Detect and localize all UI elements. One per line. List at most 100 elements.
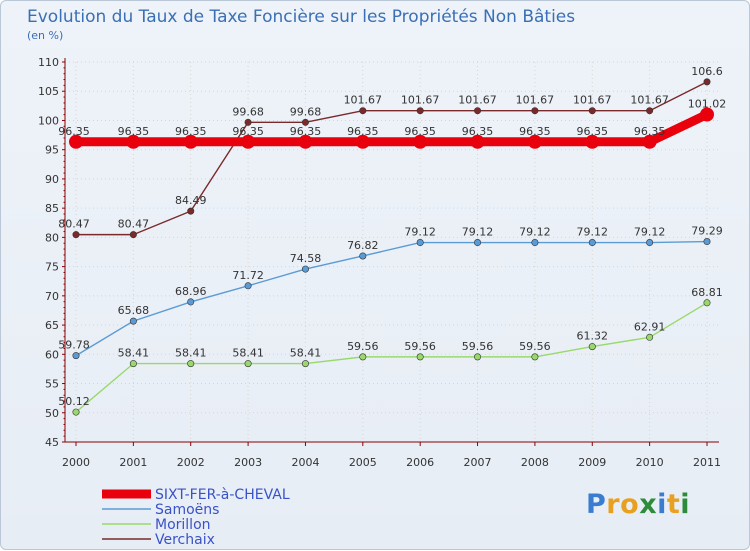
data-point — [474, 107, 482, 115]
data-label: 76.82 — [347, 239, 379, 252]
gridlines — [65, 61, 719, 443]
y-tick-label: 105 — [38, 85, 59, 98]
data-label: 96.35 — [634, 125, 666, 138]
x-tick-label: 2003 — [234, 456, 262, 469]
data-label: 58.41 — [290, 347, 322, 360]
data-label: 80.47 — [118, 218, 150, 231]
data-point — [646, 333, 654, 341]
data-label: 59.56 — [404, 340, 436, 353]
logo-letter: o — [620, 489, 640, 520]
data-point — [646, 239, 654, 247]
y-tick-label: 70 — [45, 290, 59, 303]
data-point — [531, 239, 539, 247]
data-label: 96.35 — [577, 125, 609, 138]
data-point — [416, 107, 424, 115]
data-point — [585, 134, 600, 149]
x-tick-label: 2007 — [464, 456, 492, 469]
data-label: 96.35 — [462, 125, 494, 138]
logo-letter: x — [639, 489, 658, 520]
y-tick-label: 95 — [45, 144, 59, 157]
y-tick-label: 45 — [45, 436, 59, 449]
data-label: 68.96 — [175, 285, 207, 298]
series-line — [75, 302, 708, 413]
data-label: 59.56 — [462, 340, 494, 353]
data-point — [298, 134, 313, 149]
series-line — [75, 81, 708, 236]
data-point — [72, 352, 80, 360]
data-point — [126, 134, 141, 149]
data-point — [187, 298, 195, 306]
x-tick-label: 2000 — [62, 456, 90, 469]
data-label: 62.91 — [634, 320, 666, 333]
y-tick-label: 55 — [45, 378, 59, 391]
chart-unit-label: (en %) — [27, 29, 64, 42]
data-point — [413, 134, 428, 149]
data-point — [588, 239, 596, 247]
data-label: 58.41 — [232, 347, 264, 360]
data-point — [69, 134, 83, 149]
data-point — [129, 231, 137, 239]
data-label: 59.56 — [347, 340, 379, 353]
y-tick-label: 60 — [45, 348, 59, 361]
data-label: 79.12 — [634, 226, 666, 239]
data-label: 79.12 — [404, 226, 436, 239]
data-point — [129, 360, 137, 368]
chart-title: Evolution du Taux de Taxe Foncière sur l… — [27, 7, 576, 27]
legend-label: Samoëns — [155, 502, 219, 518]
x-tick-label: 2001 — [119, 456, 147, 469]
data-label: 96.35 — [118, 125, 150, 138]
data-point — [359, 252, 367, 260]
series-morillon: 50.12 58.41 58.41 58.41 58.41 59.56 59.56 59.56… — [58, 286, 723, 416]
data-point — [301, 265, 309, 273]
data-label: 74.58 — [290, 252, 322, 265]
series-samo-ns: 59.78 65.68 68.96 71.72 74.58 76.82 79.12 79.12… — [58, 225, 723, 360]
series-verchaix: 80.47 80.47 84.49 99.68 99.68 101.67 101.67 101… — [58, 65, 723, 239]
data-point — [531, 353, 539, 361]
series-line — [75, 240, 708, 357]
data-point — [244, 282, 252, 290]
data-label: 99.68 — [232, 105, 264, 118]
data-label: 101.67 — [401, 94, 440, 107]
y-tick-label: 110 — [38, 56, 59, 69]
data-label: 68.81 — [691, 286, 723, 299]
data-label: 96.35 — [347, 125, 379, 138]
data-point — [588, 343, 596, 351]
x-tick-label: 2004 — [291, 456, 319, 469]
y-tick-label: 80 — [45, 231, 59, 244]
data-point — [129, 317, 137, 325]
x-tick-label: 2009 — [578, 456, 606, 469]
data-label: 59.56 — [519, 340, 551, 353]
data-label: 79.12 — [577, 226, 609, 239]
y-tick-label: 50 — [45, 407, 59, 420]
proxiti-logo: Proxiti — [586, 489, 690, 520]
legend-label: SIXT-FER-à-CHEVAL — [155, 487, 290, 503]
data-label: 101.67 — [630, 94, 669, 107]
logo-letter: i — [657, 489, 667, 520]
data-point — [244, 118, 252, 126]
data-label: 101.67 — [344, 94, 383, 107]
logo-letter: P — [586, 489, 607, 520]
data-point — [703, 78, 711, 86]
data-label: 65.68 — [118, 304, 150, 317]
data-point — [187, 207, 195, 215]
data-label: 101.67 — [516, 94, 555, 107]
y-tick-label: 90 — [45, 173, 59, 186]
data-label: 106.6 — [691, 65, 723, 78]
data-label: 79.12 — [519, 226, 551, 239]
data-point — [301, 360, 309, 368]
data-point — [301, 118, 309, 126]
data-point — [646, 107, 654, 115]
data-label: 96.35 — [404, 125, 436, 138]
y-tick-label: 65 — [45, 319, 59, 332]
logo-letter: i — [680, 489, 691, 520]
data-point — [474, 239, 482, 247]
data-label: 101.67 — [573, 94, 612, 107]
y-tick-label: 100 — [38, 114, 59, 127]
x-tick-label: 2002 — [177, 456, 205, 469]
logo-letter: r — [606, 489, 621, 520]
series-layer: 80.47 80.47 84.49 99.68 99.68 101.67 101.67 101… — [58, 65, 726, 416]
data-label: 59.78 — [58, 339, 90, 352]
